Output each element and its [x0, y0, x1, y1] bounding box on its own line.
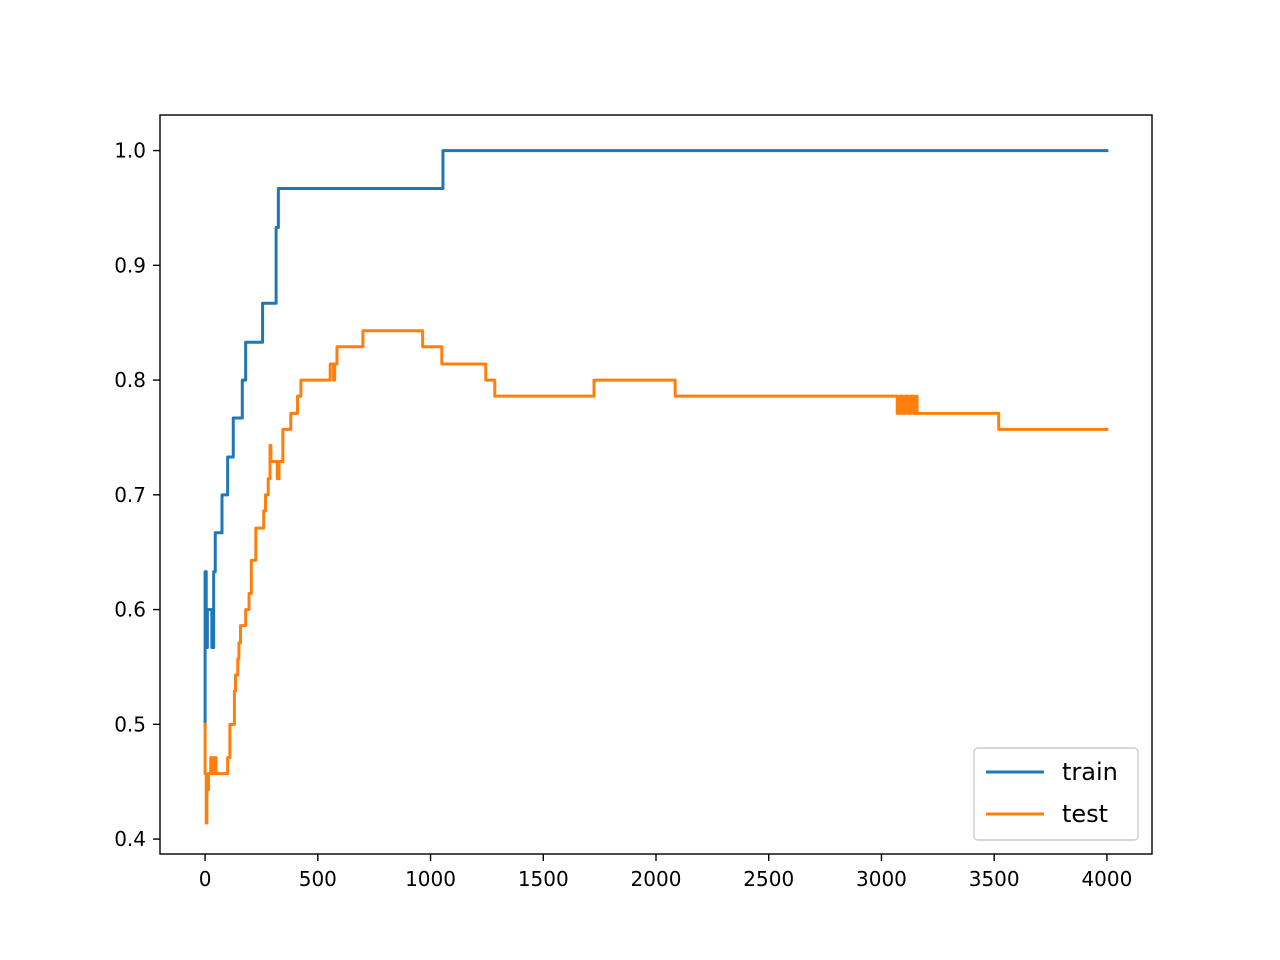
y-tick-label: 0.8	[114, 368, 146, 392]
x-tick-label: 500	[299, 867, 337, 891]
series-line-test	[203, 329, 1109, 825]
plot-area	[160, 115, 1152, 854]
x-tick-label: 3500	[969, 867, 1020, 891]
plot-lines	[203, 149, 1109, 825]
y-axis: 0.4 0.5 0.6 0.7 0.8 0.9 1.0	[114, 139, 160, 851]
legend: train test	[973, 747, 1139, 841]
legend-label-test: test	[1062, 800, 1108, 828]
x-tick-label: 2000	[631, 867, 682, 891]
legend-label-train: train	[1062, 758, 1118, 786]
series-line-train	[203, 149, 1109, 726]
x-axis: 0 500 1000 1500 2000 2500 3000 3500 4000	[199, 854, 1132, 891]
y-tick-label: 1.0	[114, 139, 146, 163]
y-tick-label: 0.9	[114, 253, 146, 277]
x-tick-label: 0	[199, 867, 212, 891]
x-tick-label: 2500	[743, 867, 794, 891]
x-tick-label: 4000	[1081, 867, 1132, 891]
x-tick-label: 1000	[405, 867, 456, 891]
x-tick-label: 3000	[856, 867, 907, 891]
x-tick-label: 1500	[518, 867, 569, 891]
y-tick-label: 0.4	[114, 827, 146, 851]
y-tick-label: 0.7	[114, 483, 146, 507]
y-tick-label: 0.6	[114, 598, 146, 622]
y-tick-label: 0.5	[114, 712, 146, 736]
